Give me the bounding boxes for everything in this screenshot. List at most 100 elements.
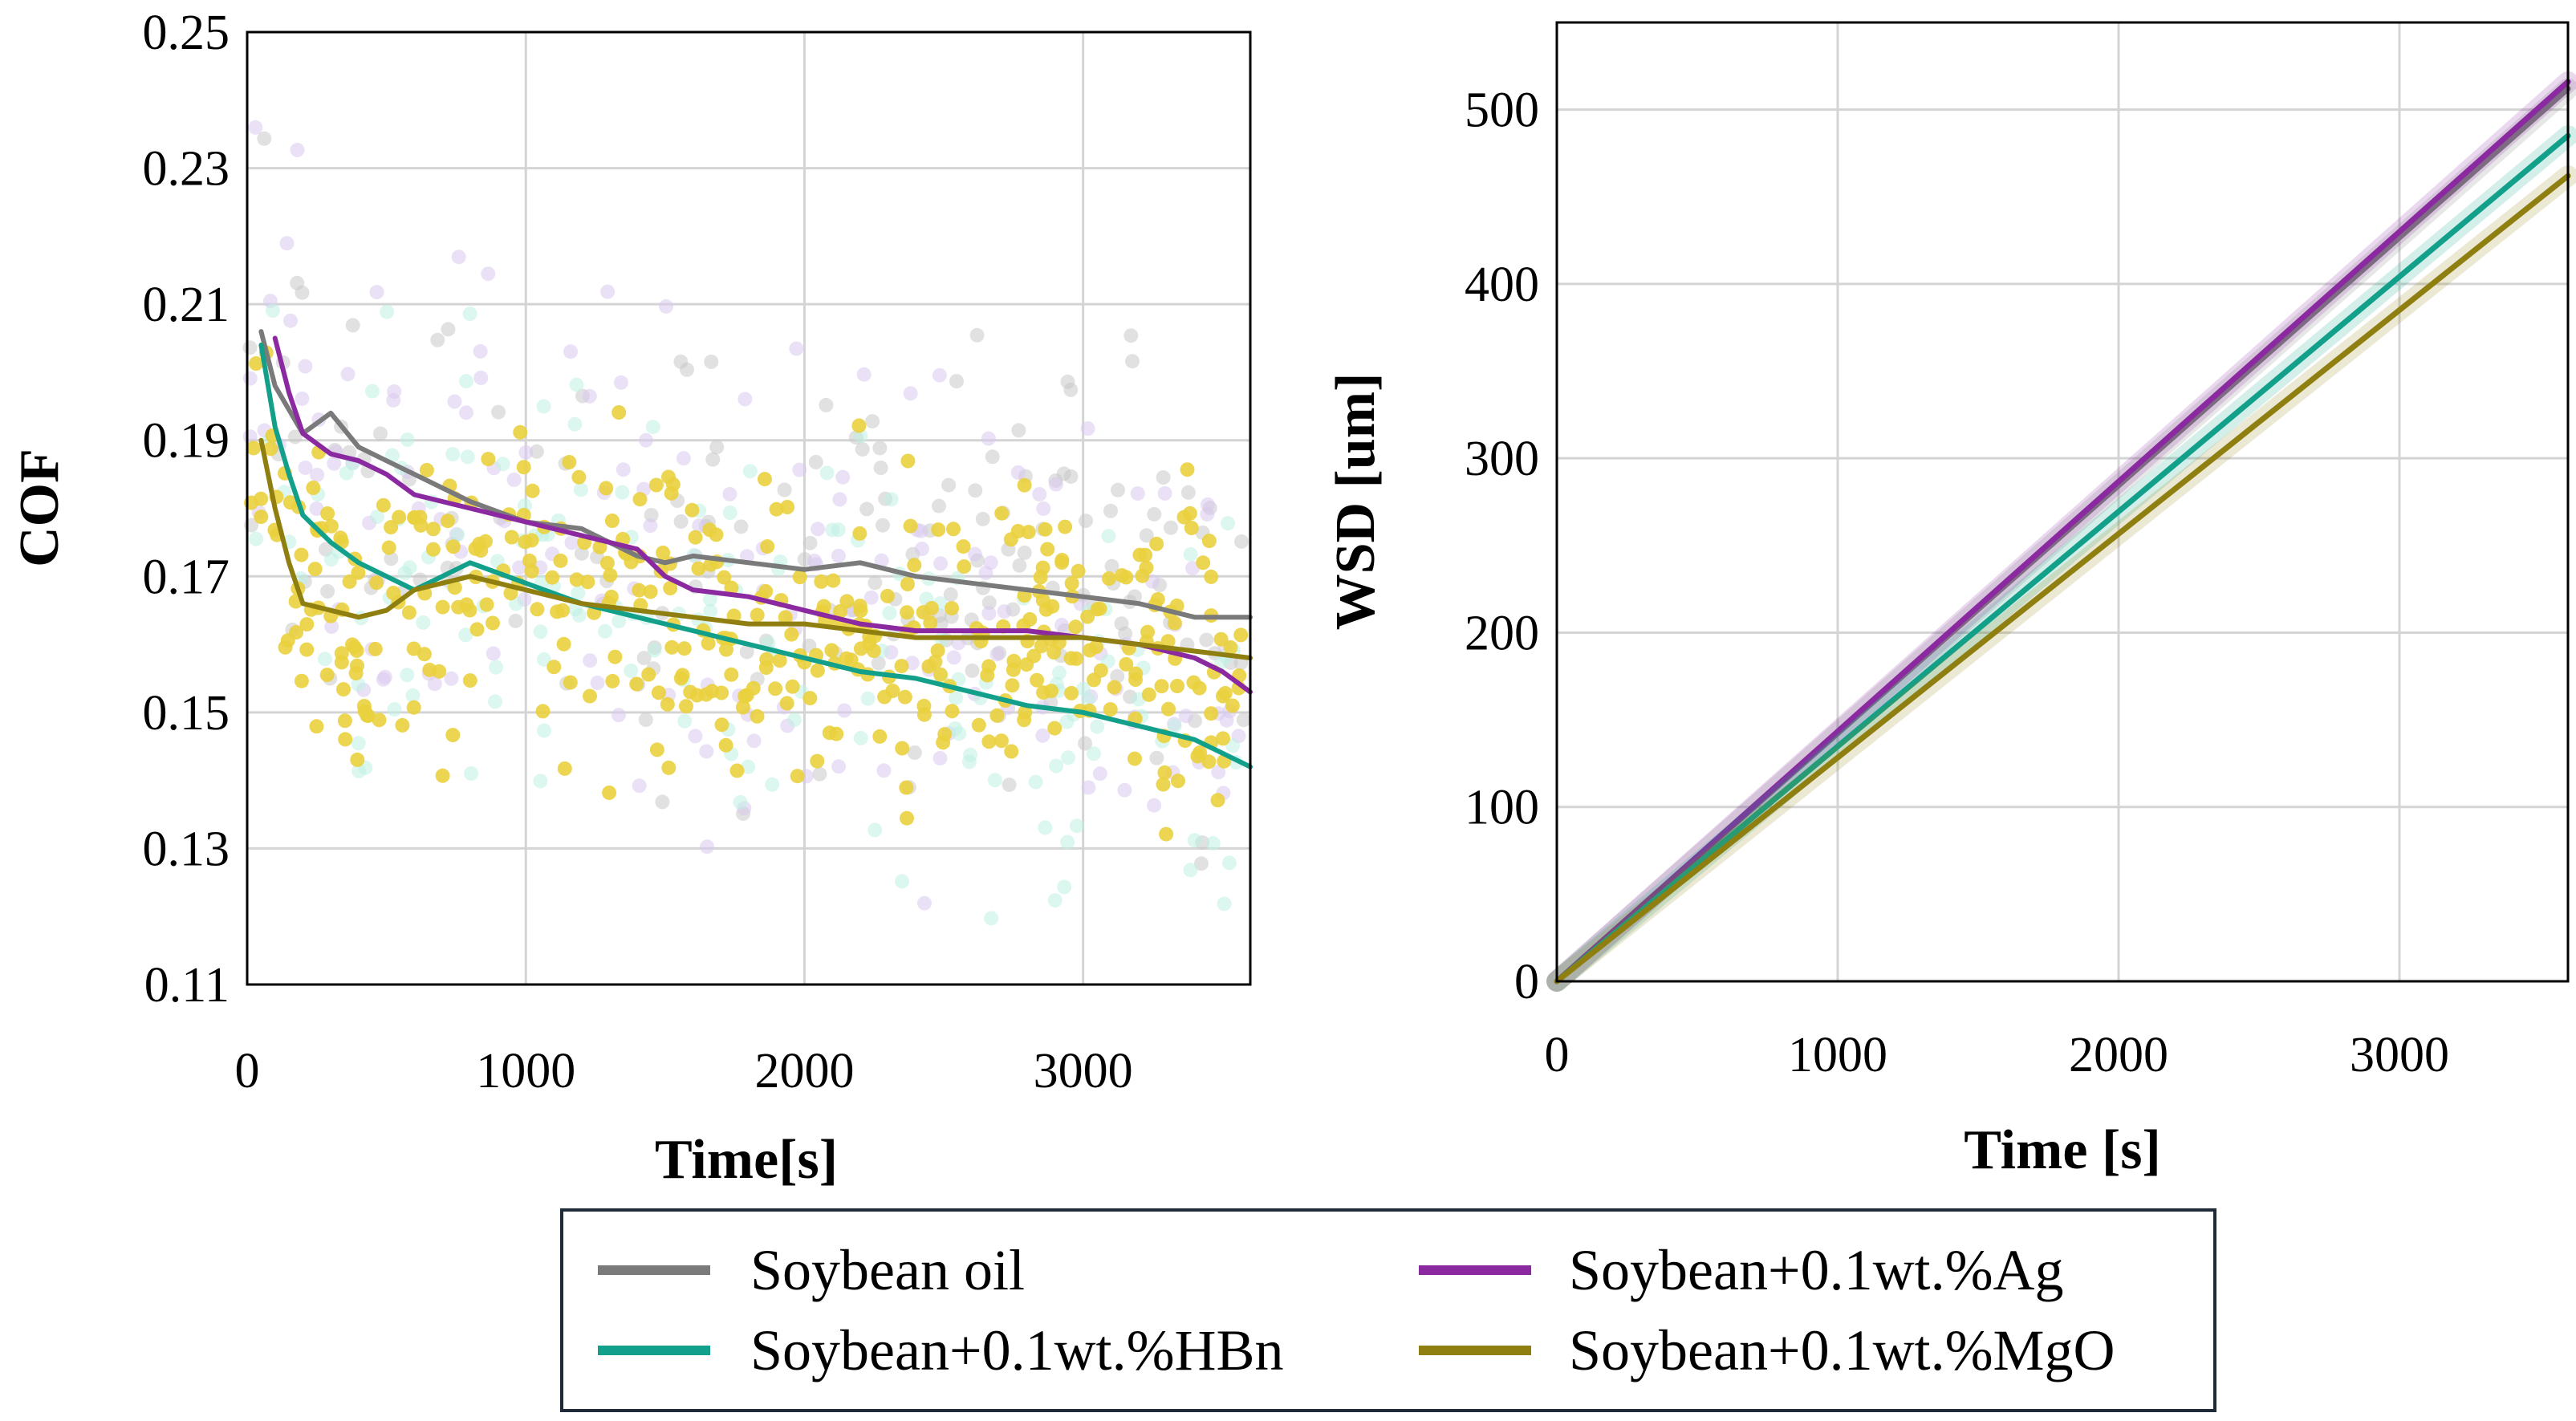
cof-point-soybean-0-1wt-mgo-343 xyxy=(1223,639,1238,655)
cof-point-soybean-oil-62 xyxy=(655,794,670,810)
cof-point-soybean-oil-34 xyxy=(739,644,754,660)
cof-point-soybean-oil-117 xyxy=(1056,466,1071,481)
cof-series-line-soybean-oil xyxy=(258,329,1253,620)
cof-point-soybean-oil-165 xyxy=(859,501,875,517)
cof-point-soybean-0-1wt-mgo-380 xyxy=(897,689,912,704)
cof-point-soybean-0-1wt-mgo-41 xyxy=(661,760,677,775)
cof-point-soybean-0-1wt-mgo-184 xyxy=(1006,662,1021,677)
cof-point-soybean-0-1wt-hbn-121 xyxy=(1183,546,1198,562)
cof-point-soybean-0-1wt-ag-46 xyxy=(1010,465,1026,480)
cof-point-soybean-0-1wt-mgo-171 xyxy=(350,752,365,767)
cof-point-soybean-0-1wt-mgo-120 xyxy=(649,742,664,757)
cof-point-soybean-0-1wt-mgo-66 xyxy=(903,518,918,534)
cof-point-soybean-oil-36 xyxy=(1123,328,1139,343)
cof-point-soybean-0-1wt-ag-33 xyxy=(486,646,501,661)
cof-point-soybean-0-1wt-ag-165 xyxy=(874,553,889,568)
cof-point-soybean-0-1wt-mgo-221 xyxy=(729,763,745,778)
cof-point-soybean-oil-145 xyxy=(1103,503,1118,518)
cof-point-soybean-0-1wt-hbn-8 xyxy=(445,447,461,462)
cof-point-soybean-0-1wt-ag-15 xyxy=(722,486,737,501)
wsd-x-axis-title: Time [s] xyxy=(1964,1119,2161,1181)
cof-point-soybean-0-1wt-mgo-419 xyxy=(872,729,888,744)
cof-y-tick-0.15: 0.15 xyxy=(143,686,230,741)
cof-point-soybean-0-1wt-mgo-18 xyxy=(1201,534,1217,549)
cof-point-soybean-0-1wt-mgo-278 xyxy=(750,607,765,623)
cof-point-soybean-0-1wt-ag-125 xyxy=(856,367,872,382)
cof-point-soybean-oil-151 xyxy=(673,514,689,529)
cof-point-soybean-0-1wt-ag-56 xyxy=(283,313,298,328)
cof-point-soybean-0-1wt-hbn-130 xyxy=(963,747,978,762)
cof-point-soybean-0-1wt-mgo-75 xyxy=(294,547,309,562)
cof-point-soybean-0-1wt-mgo-38 xyxy=(933,667,948,682)
cof-plot-area xyxy=(246,30,1252,986)
cof-point-soybean-0-1wt-mgo-317 xyxy=(930,643,945,658)
cof-point-soybean-oil-99 xyxy=(709,440,725,455)
cof-point-soybean-0-1wt-hbn-157 xyxy=(1217,896,1232,911)
cof-point-soybean-0-1wt-mgo-78 xyxy=(425,542,441,557)
cof-point-soybean-0-1wt-hbn-50 xyxy=(765,777,780,792)
cof-point-soybean-0-1wt-mgo-404 xyxy=(1216,731,1230,746)
cof-point-soybean-0-1wt-hbn-90 xyxy=(385,448,400,463)
wsd-x-tick-2000: 2000 xyxy=(2069,1028,2168,1082)
cof-point-soybean-0-1wt-mgo-107 xyxy=(369,575,384,591)
cof-point-soybean-0-1wt-hbn-7 xyxy=(573,482,588,497)
cof-point-soybean-oil-0 xyxy=(242,340,258,355)
cof-point-soybean-oil-31 xyxy=(430,332,445,347)
cof-point-soybean-0-1wt-mgo-79 xyxy=(1017,477,1032,493)
cof-point-soybean-oil-97 xyxy=(384,551,399,566)
cof-point-soybean-0-1wt-mgo-100 xyxy=(592,539,607,554)
cof-point-soybean-oil-42 xyxy=(873,461,888,475)
cof-point-soybean-0-1wt-mgo-217 xyxy=(1204,569,1219,584)
cof-point-soybean-0-1wt-mgo-48 xyxy=(309,719,324,734)
cof-point-soybean-0-1wt-ag-151 xyxy=(933,556,949,571)
cof-point-soybean-0-1wt-hbn-32 xyxy=(533,773,548,789)
cof-point-soybean-oil-74 xyxy=(777,482,792,497)
cof-point-soybean-0-1wt-mgo-248 xyxy=(703,557,718,572)
cof-x-tick-3000: 3000 xyxy=(1034,1044,1133,1098)
cof-point-soybean-0-1wt-mgo-381 xyxy=(1141,687,1156,702)
wsd-plot-frame xyxy=(1555,21,2570,983)
cof-point-soybean-0-1wt-mgo-299 xyxy=(563,675,578,690)
cof-point-soybean-0-1wt-mgo-88 xyxy=(525,483,540,498)
cof-point-soybean-0-1wt-mgo-258 xyxy=(381,540,396,555)
cof-point-soybean-0-1wt-mgo-35 xyxy=(1154,679,1169,694)
cof-point-soybean-oil-24 xyxy=(1125,354,1140,369)
cof-point-soybean-0-1wt-hbn-107 xyxy=(1060,834,1075,850)
cof-point-soybean-0-1wt-mgo-414 xyxy=(1022,611,1038,627)
cof-point-soybean-0-1wt-ag-99 xyxy=(340,367,356,382)
cof-point-soybean-0-1wt-mgo-80 xyxy=(956,539,971,554)
cof-point-soybean-0-1wt-ag-86 xyxy=(837,703,852,718)
cof-point-soybean-0-1wt-mgo-109 xyxy=(717,570,732,585)
cof-point-soybean-0-1wt-mgo-43 xyxy=(784,627,799,642)
cof-point-soybean-0-1wt-mgo-314 xyxy=(769,501,784,517)
cof-point-soybean-0-1wt-mgo-8 xyxy=(758,472,772,487)
cof-point-soybean-0-1wt-ag-112 xyxy=(590,676,605,690)
cof-point-soybean-0-1wt-mgo-344 xyxy=(1026,648,1042,664)
cof-point-soybean-oil-163 xyxy=(529,444,544,459)
cof-point-soybean-0-1wt-mgo-351 xyxy=(907,558,922,573)
cof-point-soybean-0-1wt-mgo-322 xyxy=(663,581,678,595)
cof-point-soybean-0-1wt-mgo-203 xyxy=(462,603,477,618)
legend: Soybean oil Soybean+0.1wt.%Ag Soybean+0.… xyxy=(560,1208,2216,1412)
cof-point-soybean-0-1wt-mgo-24 xyxy=(802,691,818,706)
cof-point-soybean-0-1wt-ag-51 xyxy=(932,367,947,383)
cof-series-line-soybean-0-1wt-hbn xyxy=(258,343,1253,769)
cof-point-soybean-0-1wt-ag-49 xyxy=(324,619,339,634)
cof-point-soybean-0-1wt-mgo-182 xyxy=(530,602,545,617)
cof-point-soybean-0-1wt-hbn-31 xyxy=(536,652,551,667)
cof-point-soybean-0-1wt-mgo-181 xyxy=(758,584,774,599)
cof-point-soybean-0-1wt-hbn-63 xyxy=(853,730,868,745)
cof-point-soybean-0-1wt-mgo-287 xyxy=(981,659,997,674)
legend-item-soybean-oil: Soybean oil xyxy=(598,1238,1025,1302)
wsd-x-tick-3000: 3000 xyxy=(2350,1028,2449,1082)
cof-point-soybean-oil-25 xyxy=(1002,777,1017,793)
cof-point-soybean-0-1wt-hbn-11 xyxy=(464,766,479,781)
cof-point-soybean-0-1wt-mgo-112 xyxy=(780,500,795,514)
cof-point-soybean-0-1wt-ag-110 xyxy=(616,462,631,477)
cof-point-soybean-0-1wt-ag-11 xyxy=(792,462,807,477)
cof-point-soybean-0-1wt-ag-30 xyxy=(863,590,879,605)
cof-point-soybean-oil-148 xyxy=(290,275,305,290)
cof-point-soybean-0-1wt-mgo-288 xyxy=(571,469,587,485)
cof-point-soybean-0-1wt-mgo-352 xyxy=(1038,602,1054,617)
cof-point-soybean-0-1wt-hbn-23 xyxy=(450,527,465,542)
